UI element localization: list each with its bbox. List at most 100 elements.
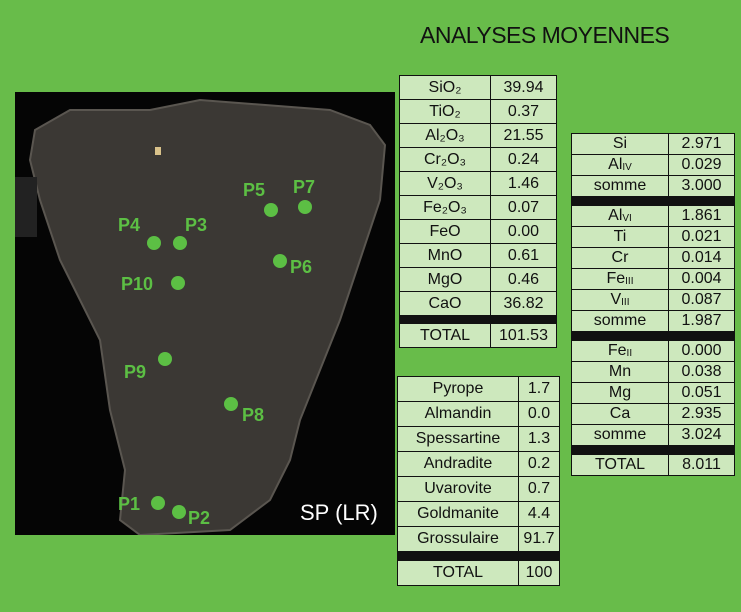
value-cell: 0.038	[668, 361, 735, 383]
title: ANALYSES MOYENNES	[420, 22, 670, 48]
point-label: P7	[293, 177, 316, 197]
value-cell: 2.971	[668, 133, 735, 155]
label-text: Andradite	[423, 455, 493, 472]
value-cell: 4.4	[518, 501, 560, 527]
value-cell: 91.7	[518, 526, 560, 552]
label-text: Uvarovite	[424, 480, 492, 497]
label-cell: somme	[571, 175, 669, 197]
value-cell: 100	[518, 560, 560, 586]
label-text: MnO	[427, 246, 463, 264]
label-text: Cr	[611, 249, 629, 266]
label-cell: Al₂O₃	[399, 123, 491, 148]
label-cell: FeO	[399, 219, 491, 244]
point-label: P9	[124, 362, 147, 382]
value-cell: 0.0	[518, 401, 560, 427]
value-cell: 1.7	[518, 376, 560, 402]
label-text: TiO₂	[429, 102, 461, 120]
label-cell: Mn	[571, 361, 669, 383]
value-cell: 0.00	[490, 219, 557, 244]
label-cell: Cr	[571, 247, 669, 269]
label-cell: Ca	[571, 403, 669, 425]
point-marker	[172, 505, 186, 519]
label-subscript: III	[621, 297, 630, 308]
label-text: Si	[612, 135, 628, 152]
point-label: P3	[185, 215, 208, 235]
value-cell: 1.861	[668, 205, 735, 227]
separator	[571, 445, 735, 454]
label-cell: Spessartine	[397, 426, 519, 452]
label-text: Cr₂O₃	[423, 150, 467, 168]
label-text: Al₂O₃	[425, 126, 465, 144]
value-cell: 0.087	[668, 289, 735, 311]
value-cell: 3.000	[668, 175, 735, 197]
value-cell: 36.82	[490, 291, 557, 316]
value-cell: 0.7	[518, 476, 560, 502]
label-text: V₂O₃	[427, 174, 463, 192]
label-cell: TiO₂	[399, 99, 491, 124]
point-label: P8	[242, 405, 265, 425]
value-cell: 3.024	[668, 424, 735, 446]
label-cell: MgO	[399, 267, 491, 292]
value-cell: 2.935	[668, 403, 735, 425]
label-cell: SiO₂	[399, 75, 491, 100]
label-text: somme	[593, 312, 647, 329]
value-cell: 39.94	[490, 75, 557, 100]
separator	[397, 551, 560, 560]
label-text: FeO	[429, 222, 461, 240]
label-text: Grossulaire	[417, 530, 499, 547]
point-label: P10	[121, 274, 154, 294]
value-cell: 0.2	[518, 451, 560, 477]
label-cell: somme	[571, 424, 669, 446]
value-cell: 1.3	[518, 426, 560, 452]
label-cell: Uvarovite	[397, 476, 519, 502]
label-text: Almandin	[424, 405, 492, 422]
label-cell: TOTAL	[399, 323, 491, 348]
label-subscript: VI	[622, 213, 632, 224]
label-cell: MnO	[399, 243, 491, 268]
label-cell: somme	[571, 310, 669, 332]
value-cell: 21.55	[490, 123, 557, 148]
value-cell: 0.021	[668, 226, 735, 248]
point-label: P1	[118, 494, 141, 514]
label-text: Mg	[608, 384, 632, 401]
point-label: P5	[243, 180, 266, 200]
point-label: P4	[118, 215, 141, 235]
point-marker	[147, 236, 161, 250]
label-text: Al	[608, 156, 623, 173]
label-text: Mn	[608, 363, 632, 380]
label-text: SiO₂	[428, 78, 462, 96]
value-cell: 1.46	[490, 171, 557, 196]
label-text: Goldmanite	[417, 505, 499, 522]
value-cell: 1.987	[668, 310, 735, 332]
label-text: MgO	[427, 270, 463, 288]
label-text: Pyrope	[432, 380, 484, 397]
point-marker	[173, 236, 187, 250]
value-cell: 0.46	[490, 267, 557, 292]
label-cell: TOTAL	[397, 560, 519, 586]
value-cell: 0.029	[668, 154, 735, 176]
label-cell: Goldmanite	[397, 501, 519, 527]
label-text: V	[610, 291, 622, 308]
label-cell: V₂O₃	[399, 171, 491, 196]
label-text: somme	[593, 177, 647, 194]
point-marker	[224, 397, 238, 411]
point-marker	[151, 496, 165, 510]
label-cell: Fe III	[571, 268, 669, 290]
label-subscript: III	[625, 276, 634, 287]
value-cell: 0.61	[490, 243, 557, 268]
label-cell: Al VI	[571, 205, 669, 227]
label-subscript: IV	[622, 162, 632, 173]
label-text: Ti	[613, 228, 627, 245]
label-text: Fe	[607, 342, 627, 359]
label-text: TOTAL	[594, 456, 646, 473]
label-text: Al	[608, 207, 623, 224]
label-text: CaO	[428, 294, 462, 312]
label-cell: Almandin	[397, 401, 519, 427]
label-text: TOTAL	[419, 326, 471, 344]
point-label: P2	[188, 508, 211, 528]
label-text: Ca	[609, 405, 631, 422]
point-marker	[264, 203, 278, 217]
label-cell: Al IV	[571, 154, 669, 176]
separator	[571, 331, 735, 340]
label-cell: Mg	[571, 382, 669, 404]
